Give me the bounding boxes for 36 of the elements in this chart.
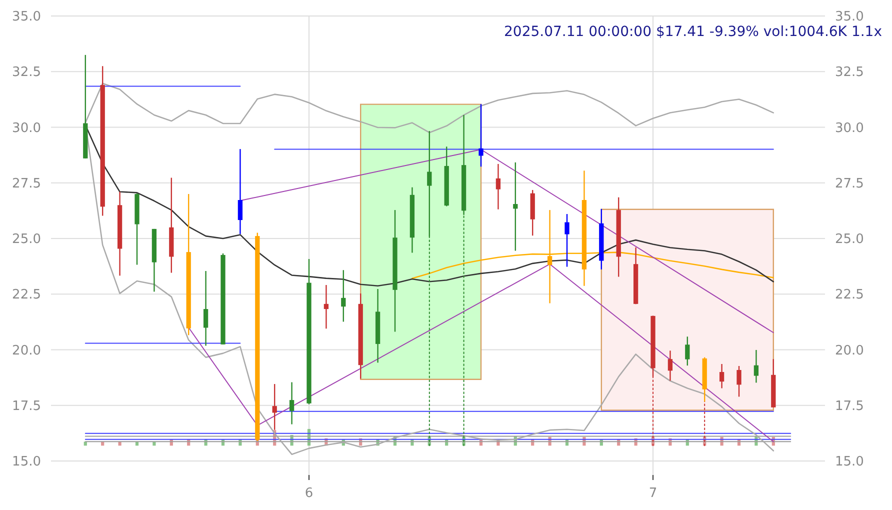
y2-tick-label: 35.0	[835, 10, 864, 24]
y-tick-label: 27.5	[12, 176, 41, 192]
y2-tick-label: 17.5	[835, 398, 864, 414]
y2-tick-label: 22.5	[835, 288, 864, 303]
candlestick	[754, 349, 759, 384]
candlestick	[478, 104, 484, 168]
candlestick	[736, 365, 742, 398]
y-tick-label: 20.0	[12, 343, 41, 358]
text: 2025.07.11 00:00:00 $17.41 -9.39% vol:1004.6K 1.1x	[504, 24, 882, 40]
candlestick	[719, 363, 724, 389]
y2-tick-label: 27.5	[835, 176, 864, 192]
candlestick	[668, 350, 673, 382]
y-tick-label: 30.0	[12, 120, 41, 136]
y-tick-label: 17.5	[12, 398, 41, 414]
y-tick-label: 25.0	[12, 232, 41, 247]
candlestick	[238, 148, 243, 235]
candlestick	[272, 383, 277, 430]
y-tick-label: 32.5	[12, 65, 41, 80]
y2-tick-label: 25.0	[835, 232, 864, 247]
candlestick	[341, 269, 346, 322]
y-tick-label: 22.5	[12, 288, 41, 303]
candlestick	[203, 270, 208, 346]
candlestick	[513, 162, 518, 252]
y2-tick-label: 15.0	[835, 454, 864, 470]
candlestick	[289, 382, 294, 425]
candlestick	[564, 213, 570, 268]
candlestick	[685, 336, 690, 366]
y2-tick-label: 30.0	[835, 120, 864, 136]
y-tick-label: 35.0	[12, 10, 41, 24]
x-tick-label: 6	[304, 486, 314, 501]
y2-tick-label: 20.0	[835, 343, 864, 358]
candlestick	[324, 284, 329, 330]
y-tick-label: 15.0	[12, 454, 41, 470]
x-tick-label: 7	[648, 486, 658, 501]
y2-tick-label: 32.5	[835, 65, 864, 80]
candlestick	[496, 163, 501, 210]
